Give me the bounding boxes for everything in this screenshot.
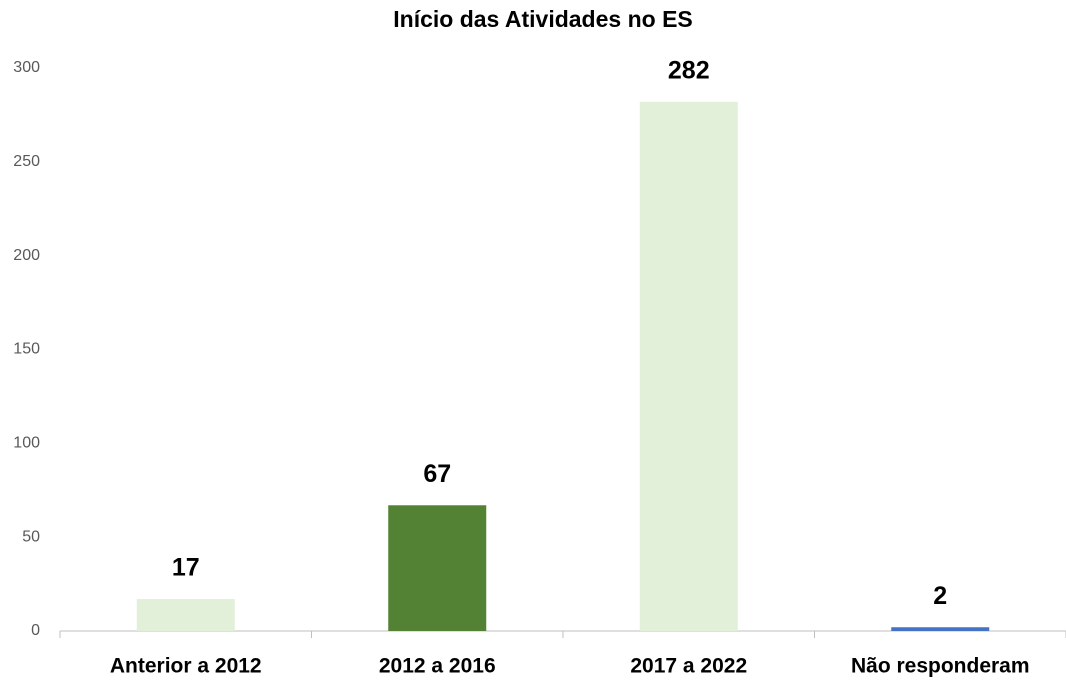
- value-label: 282: [668, 56, 710, 84]
- y-tick-label: 200: [13, 247, 40, 264]
- bar: [136, 599, 235, 631]
- x-tick-label: Não responderam: [851, 655, 1030, 678]
- x-tick-label: Anterior a 2012: [110, 655, 262, 678]
- y-tick-label: 0: [31, 622, 40, 639]
- value-label: 67: [423, 460, 451, 488]
- bar: [639, 101, 738, 631]
- bar: [388, 505, 487, 631]
- y-tick-label: 100: [13, 435, 40, 452]
- chart-title: Início das Atividades no ES: [393, 6, 693, 32]
- value-label: 2: [933, 582, 947, 610]
- y-tick-label: 150: [13, 341, 40, 358]
- value-label: 17: [172, 554, 200, 582]
- y-tick-label: 50: [22, 528, 40, 545]
- x-tick-label: 2012 a 2016: [379, 655, 496, 678]
- x-tick-label: 2017 a 2022: [630, 655, 747, 678]
- y-tick-label: 250: [13, 153, 40, 170]
- bar: [891, 627, 990, 631]
- y-tick-label: 300: [13, 59, 40, 76]
